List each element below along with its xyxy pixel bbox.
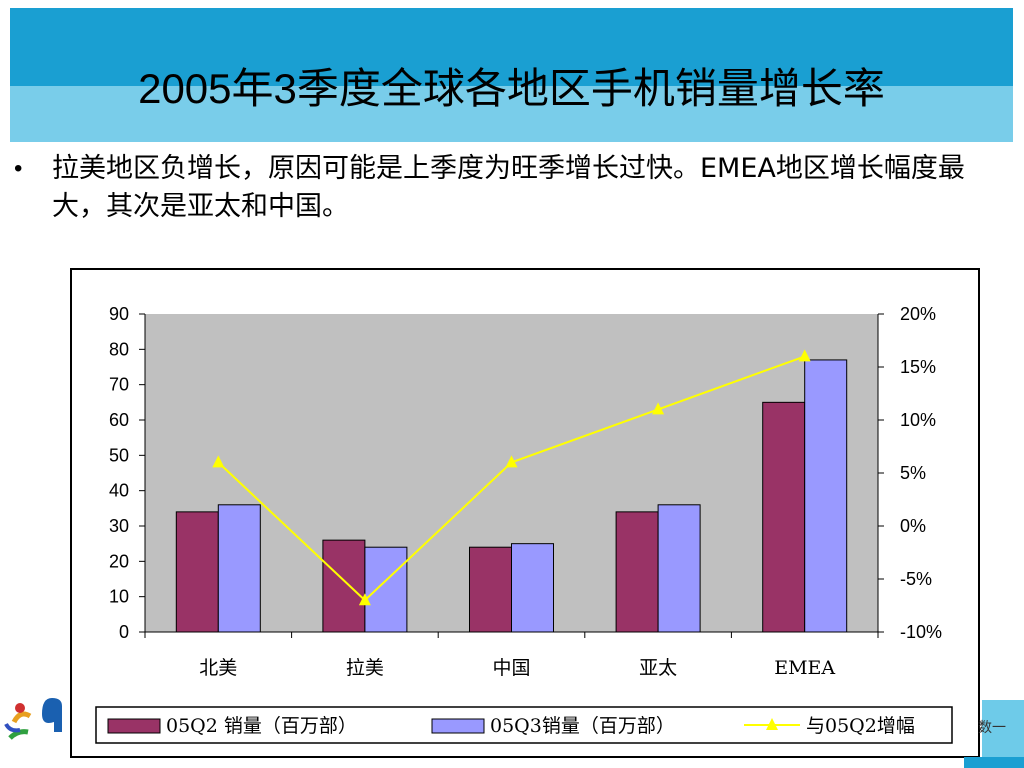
bar-q2 bbox=[615, 511, 659, 633]
bar-q3 bbox=[804, 359, 848, 633]
left-axis-tick-label: 60 bbox=[109, 410, 129, 430]
footer-dark-band bbox=[964, 757, 1024, 768]
growth-point-marker bbox=[358, 593, 371, 606]
slide-title: 2005年3季度全球各地区手机销量增长率 bbox=[138, 65, 885, 112]
right-axis-tick-label: 5% bbox=[900, 463, 926, 483]
x-axis-category-label: EMEA bbox=[774, 657, 835, 679]
title-band-bottom bbox=[10, 86, 1013, 142]
chart-svg: 90 80 70 60 50 40 30 20 10 0 20% 15% 10% 5% 0% -5% -10% 北… bbox=[95, 304, 953, 744]
legend-label: 与05Q2增幅 bbox=[806, 715, 915, 737]
bar-q2 bbox=[469, 546, 512, 633]
legend-swatch bbox=[107, 718, 161, 734]
footer-band bbox=[982, 700, 1024, 768]
logo-icon bbox=[4, 698, 62, 740]
legend-swatch bbox=[431, 718, 485, 734]
footer-text: 数一 bbox=[978, 720, 1006, 736]
growth-point-marker bbox=[652, 402, 665, 415]
right-axis-tick-label: -10% bbox=[900, 622, 942, 642]
left-axis-tick-label: 20 bbox=[109, 551, 129, 571]
growth-point-marker bbox=[798, 349, 811, 362]
bullet-dot-icon: • bbox=[14, 155, 23, 182]
left-axis-tick-label: 80 bbox=[109, 339, 129, 359]
x-axis-category-label: 北美 bbox=[199, 657, 237, 679]
left-axis-tick-label: 40 bbox=[109, 481, 129, 501]
bar-q2 bbox=[322, 539, 366, 633]
bar-q2 bbox=[175, 511, 219, 633]
title-band-top bbox=[10, 8, 1013, 86]
chart-container: 90 80 70 60 50 40 30 20 10 0 20% 15% 10% 5% 0% -5% -10% 北… bbox=[70, 268, 980, 758]
left-axis-tick-label: 70 bbox=[109, 375, 129, 395]
x-axis-category-label: 拉美 bbox=[346, 657, 384, 679]
growth-point-marker bbox=[212, 455, 225, 468]
left-axis-tick-label: 50 bbox=[109, 445, 129, 465]
bar-q3 bbox=[364, 546, 408, 633]
legend-box bbox=[95, 706, 953, 744]
bar-q3 bbox=[657, 504, 701, 633]
logo bbox=[0, 680, 72, 760]
right-axis-tick-label: 10% bbox=[900, 410, 936, 430]
right-axis-tick-label: 20% bbox=[900, 304, 936, 324]
bar-q3 bbox=[511, 543, 554, 633]
legend-label: 05Q2 销量（百万部） bbox=[166, 715, 357, 737]
bar-q2 bbox=[762, 401, 806, 633]
growth-point-marker bbox=[505, 455, 518, 468]
x-axis-category-label: 亚太 bbox=[639, 657, 677, 679]
right-axis-tick-label: 15% bbox=[900, 357, 936, 377]
left-axis-tick-label: 30 bbox=[109, 516, 129, 536]
right-axis-tick-label: 0% bbox=[900, 516, 926, 536]
x-axis-category-label: 中国 bbox=[492, 657, 530, 679]
bullet-text: 拉美地区负增长，原因可能是上季度为旺季增长过快。EMEA地区增长幅度最大，其次是… bbox=[52, 153, 965, 222]
title-band: 2005年3季度全球各地区手机销量增长率 bbox=[10, 8, 1013, 142]
legend-label: 05Q3销量（百万部） bbox=[490, 715, 675, 737]
legend-swatch-marker bbox=[766, 718, 778, 730]
left-axis-tick-label: 10 bbox=[109, 587, 129, 607]
bar-q3 bbox=[217, 504, 261, 633]
left-axis-tick-label: 90 bbox=[109, 304, 129, 324]
left-axis-tick-label: 0 bbox=[119, 622, 129, 642]
right-axis-tick-label: -5% bbox=[900, 569, 932, 589]
